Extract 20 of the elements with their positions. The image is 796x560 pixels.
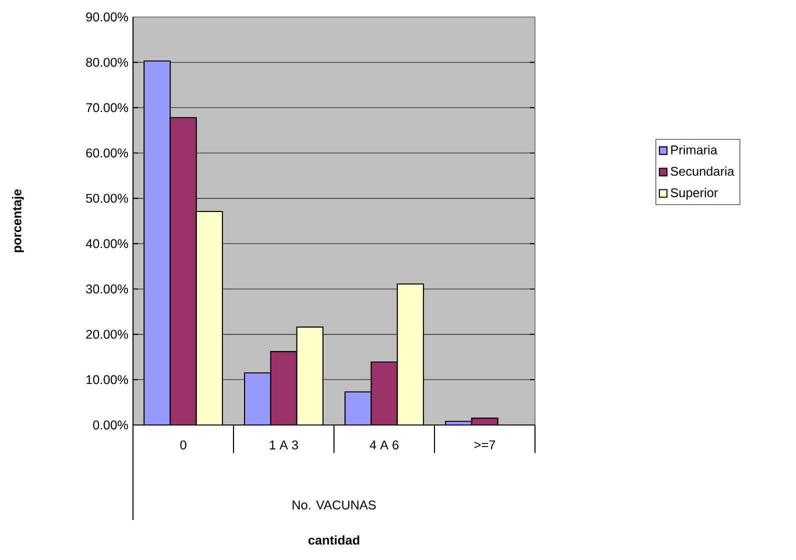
y-tick-label: 50.00% — [86, 194, 128, 203]
y-tick-label: 20.00% — [86, 330, 128, 339]
legend-label: Primaria — [671, 145, 718, 154]
x-tick-label: 0 — [180, 440, 186, 450]
y-tick-label: 70.00% — [86, 103, 128, 112]
y-tick-label: 60.00% — [86, 148, 128, 158]
text: No. VACUNAS — [292, 500, 376, 510]
x-tick-label: 4 A 6 — [370, 440, 398, 450]
x-tick-label: >=7 — [474, 440, 496, 450]
y-tick-label: 30.00% — [86, 284, 128, 294]
y-tick-label: 0.00% — [93, 420, 128, 430]
y-tick-label: 80.00% — [86, 58, 128, 67]
y-tick-label: 40.00% — [86, 239, 128, 248]
y-tick-label: 10.00% — [86, 375, 128, 384]
y-tick-label: 90.00% — [86, 12, 128, 22]
legend-label: Superior — [670, 188, 718, 200]
y-axis-title: porcentaje — [12, 189, 24, 252]
text: cantidad — [308, 535, 360, 545]
legend-label: Secundaria — [670, 166, 734, 176]
x-tick-label: 1 A 3 — [270, 440, 298, 450]
